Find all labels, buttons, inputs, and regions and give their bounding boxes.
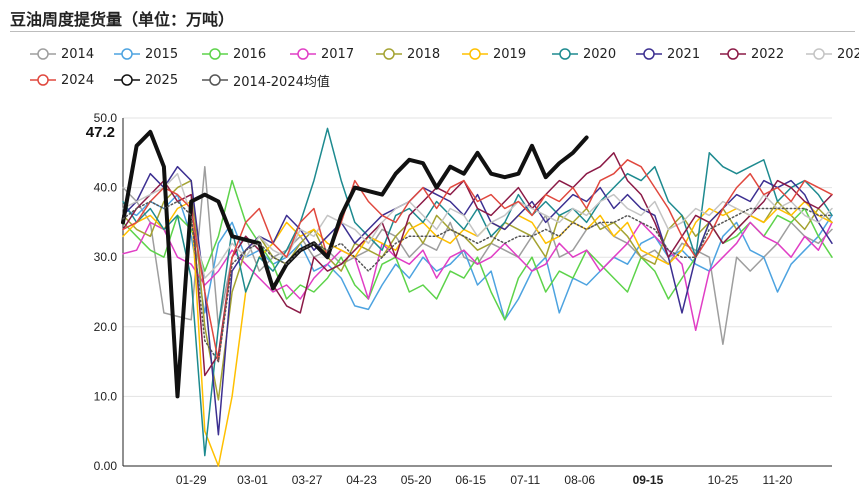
series-line [122, 221, 833, 332]
legend-swatch [114, 74, 140, 86]
legend-label: 2021 [667, 46, 701, 62]
legend-label: 2024 [61, 72, 95, 88]
x-tick-label: 01-29 [176, 473, 207, 487]
legend-swatch-marker [813, 48, 825, 60]
legend-swatch [114, 48, 140, 60]
legend-item: 2021 [636, 43, 700, 65]
legend-item: 2020 [552, 43, 616, 65]
series-line [121, 129, 589, 399]
series-line [122, 165, 833, 436]
title-divider [10, 31, 855, 32]
legend-label: 2017 [321, 46, 355, 62]
legend-swatch [202, 48, 228, 60]
legend-swatch [806, 48, 832, 60]
legend-swatch-marker [37, 48, 49, 60]
legend-swatch-marker [559, 48, 571, 60]
y-tick-label: 20.0 [94, 320, 118, 334]
x-tick-label: 06-15 [455, 473, 486, 487]
legend-item: 2018 [376, 43, 440, 65]
chart-title: 豆油周度提货量（单位：万吨） [10, 10, 235, 29]
y-tick-label: 50.0 [94, 111, 118, 125]
legend-swatch-marker [209, 74, 221, 86]
x-tick-label: 08-06 [564, 473, 595, 487]
legend-swatch-marker [469, 48, 481, 60]
legend-item: 2022 [720, 43, 784, 65]
legend-swatch-marker [383, 48, 395, 60]
annotations: 47.2 [86, 124, 115, 141]
y-tick-label: 40.0 [94, 181, 118, 195]
legend-label: 2014-2024均值 [233, 74, 330, 90]
legend-label: 2022 [751, 46, 785, 62]
y-tick-label: 10.0 [94, 389, 118, 403]
legend-label: 2019 [493, 46, 527, 62]
y-tick-label: 30.0 [94, 250, 118, 264]
legend-swatch-marker [209, 48, 221, 60]
series-line [122, 152, 833, 377]
x-axis-tick-labels: 01-29 03-01 03-27 04-23 05-20 06-15 07-11 08-06… [176, 473, 793, 487]
legend-item: 2024 [30, 69, 94, 91]
x-tick-label: 05-20 [401, 473, 432, 487]
x-tick-label: 04-23 [346, 473, 377, 487]
legend-swatch [720, 48, 746, 60]
legend-swatch-marker [37, 74, 49, 86]
legend-label: 2020 [583, 46, 617, 62]
series-line [122, 159, 833, 363]
legend-swatch-marker [121, 48, 133, 60]
legend-label: 2014 [61, 46, 95, 62]
legend-swatch [636, 48, 662, 60]
legend-item: 2017 [290, 43, 354, 65]
legend-swatch [30, 48, 56, 60]
value-callout: 47.2 [86, 124, 115, 141]
y-tick-label: 0.00 [94, 459, 118, 473]
legend-swatch [552, 48, 578, 60]
axes [122, 118, 832, 467]
y-axis-tick-labels: 0.00 10.0 20.0 30.0 40.0 50.0 [94, 111, 118, 473]
legend-item: 2015 [114, 43, 178, 65]
x-tick-label: 03-27 [292, 473, 323, 487]
x-tick-label: 03-01 [237, 473, 268, 487]
legend-item: 2014 [30, 43, 94, 65]
series-line [122, 193, 833, 321]
legend-swatch-marker [727, 48, 739, 60]
legend-swatch-marker [121, 74, 133, 86]
legend-item: 2025 [114, 69, 178, 91]
x-tick-label: 07-11 [510, 473, 540, 487]
legend-label: 2023 [837, 46, 859, 62]
legend-swatch [462, 48, 488, 60]
series-line [122, 172, 833, 279]
legend-swatch-marker [297, 48, 309, 60]
legend-swatch [30, 74, 56, 86]
legend-swatch [290, 48, 316, 60]
legend-item: 2014-2024均值 [202, 69, 330, 91]
legend-swatch [376, 48, 402, 60]
series-lines [121, 127, 833, 467]
x-tick-label: 11-20 [763, 473, 793, 487]
x-tick-label: 10-25 [708, 473, 739, 487]
legend-label: 2016 [233, 46, 267, 62]
legend-item: 2023 [806, 43, 859, 65]
legend-swatch-marker [643, 48, 655, 60]
series-line [122, 200, 833, 363]
legend-swatch [202, 74, 228, 86]
legend-item: 2019 [462, 43, 526, 65]
x-tick-label: 09-15 [633, 473, 664, 487]
legend-label: 2025 [145, 72, 179, 88]
legend-item: 2016 [202, 43, 266, 65]
legend-label: 2018 [407, 46, 441, 62]
legend-label: 2015 [145, 46, 179, 62]
